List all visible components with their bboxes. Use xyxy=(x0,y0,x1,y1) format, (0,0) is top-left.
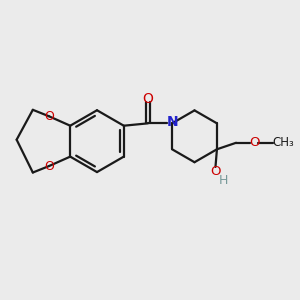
Text: O: O xyxy=(44,110,54,123)
Text: H: H xyxy=(219,174,228,187)
Text: O: O xyxy=(44,160,54,172)
Text: N: N xyxy=(166,115,178,129)
Text: O: O xyxy=(142,92,153,106)
Text: CH₃: CH₃ xyxy=(272,136,294,149)
Text: O: O xyxy=(210,165,221,178)
Text: O: O xyxy=(249,136,260,149)
